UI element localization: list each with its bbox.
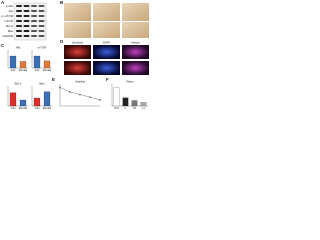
panel-label: E [52,77,55,82]
panel-label: B [60,0,64,5]
x-tick-label: M [133,106,136,110]
line [59,87,101,101]
blot-band [23,20,30,22]
blot-band [23,35,30,37]
blot-band [16,25,22,27]
blot-band [38,10,45,12]
blot-band [23,5,30,7]
blot-band [31,20,37,22]
image-column-label: Merge [131,40,140,44]
blot-band [38,30,45,32]
blot-label: Bax [8,29,14,33]
x-tick-label: Ctrl [11,106,16,110]
blot-label: mTOR [4,19,14,23]
blot-band [23,25,30,27]
blot-band [23,30,30,32]
x-tick-label: Model [43,106,52,110]
blot-band [16,30,22,32]
blot-band [38,25,45,27]
bar [9,55,17,69]
panel-label: F [106,77,109,82]
blot-band [38,5,45,7]
blot-band [31,25,37,27]
blot-label: Bcl-2 [6,24,13,28]
blot-label: p-mTOR [2,14,14,18]
blot-band [16,15,22,17]
bar [140,102,147,107]
bar [19,99,27,107]
panel-label: C [1,43,5,48]
x-tick-label: Model [43,68,52,72]
blot-band [38,35,45,37]
x-tick-label: Ctrl [11,68,16,72]
point [99,99,101,101]
blot-band [23,15,30,17]
fluorescence-images [64,45,149,75]
blot-band [31,30,37,32]
bar [113,87,120,107]
blot-band [31,15,37,17]
x-tick-label: Model [19,68,28,72]
blot-band [23,10,30,12]
bar [19,61,27,69]
point [69,91,71,93]
bar [43,60,51,69]
panel-label: A [1,0,5,5]
x-tick-label: L [125,106,127,110]
blot-band [38,15,45,17]
image-column-label: Vimentin [72,40,84,44]
blot-band [31,10,37,12]
bar [33,55,41,69]
bar [33,97,41,107]
chart-title: Bcl-2 [15,81,22,85]
blot-label: GAPDH [2,34,13,38]
blot-band [31,5,37,7]
x-tick-label: Ctrl [114,106,119,110]
panel-label: D [60,39,64,44]
blot-band [31,35,37,37]
x-tick-label: Ctrl [35,106,40,110]
chart-title: mTOR [38,45,48,49]
x-tick-label: Model [19,106,28,110]
x-tick-label: H [142,106,144,110]
chart-title: Ratio [126,79,133,83]
blot-band [16,10,22,12]
bar [43,91,51,107]
blot-band [16,5,22,7]
point [59,86,61,89]
blot-band [16,20,22,22]
chart-title: Bax [39,81,45,85]
blot-band [38,20,45,22]
blot-label: Akt [9,9,14,13]
bar [131,100,138,107]
image-column-label: DAPI [103,40,110,44]
chart-title: Viability [75,79,86,83]
ihc-images [64,3,149,38]
bar [9,92,17,107]
blot-label: p-Akt [6,4,13,8]
point [79,93,81,96]
chart-title: Akt [16,45,21,49]
blot-band [16,35,22,37]
x-tick-label: Ctrl [35,68,40,72]
point [89,96,91,98]
bar [122,97,129,107]
